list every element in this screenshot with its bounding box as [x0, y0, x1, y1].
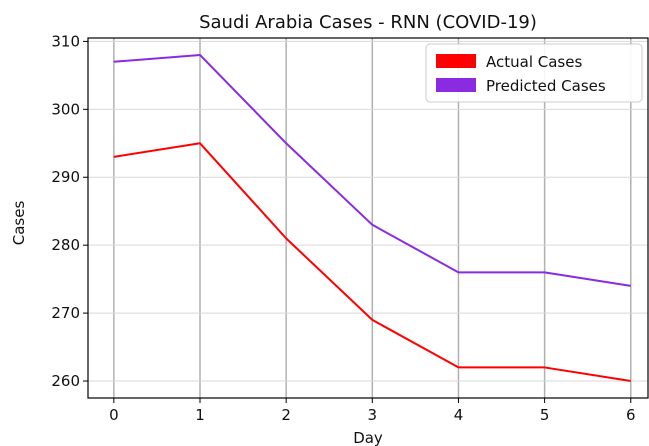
legend-label: Actual Cases [486, 53, 582, 71]
plot-frame [87, 37, 649, 399]
x-axis-ticks: 0 1 2 3 4 5 6 [109, 398, 636, 424]
x-tick-label: 1 [195, 406, 205, 424]
chart-title: Saudi Arabia Cases - RNN (COVID-19) [199, 12, 537, 33]
x-axis-label: Day [353, 429, 383, 446]
legend-box [425, 43, 643, 103]
y-tick-label: 310 [51, 32, 80, 50]
legend-label: Predicted Cases [486, 77, 606, 95]
y-tick-label: 280 [51, 236, 80, 254]
legend-swatch [436, 78, 476, 92]
x-tick-label: 3 [368, 406, 378, 424]
y-axis-label: Cases [10, 201, 28, 246]
series-lines [113, 53, 631, 383]
series-line-0 [113, 142, 631, 383]
x-tick-label: 0 [109, 406, 119, 424]
x-tick-label: 4 [454, 406, 464, 424]
x-tick-label: 5 [540, 406, 550, 424]
y-tick-label: 300 [51, 100, 80, 118]
y-tick-label: 260 [51, 372, 80, 390]
legend: Actual Cases Predicted Cases [425, 43, 643, 103]
x-tick-label: 6 [626, 406, 636, 424]
legend-swatch [436, 54, 476, 68]
y-tick-label: 290 [51, 168, 80, 186]
x-tick-label: 2 [281, 406, 291, 424]
y-tick-label: 270 [51, 304, 80, 322]
series-line-1 [113, 53, 631, 287]
y-axis-ticks: 260 270 280 290 300 310 [51, 32, 88, 390]
